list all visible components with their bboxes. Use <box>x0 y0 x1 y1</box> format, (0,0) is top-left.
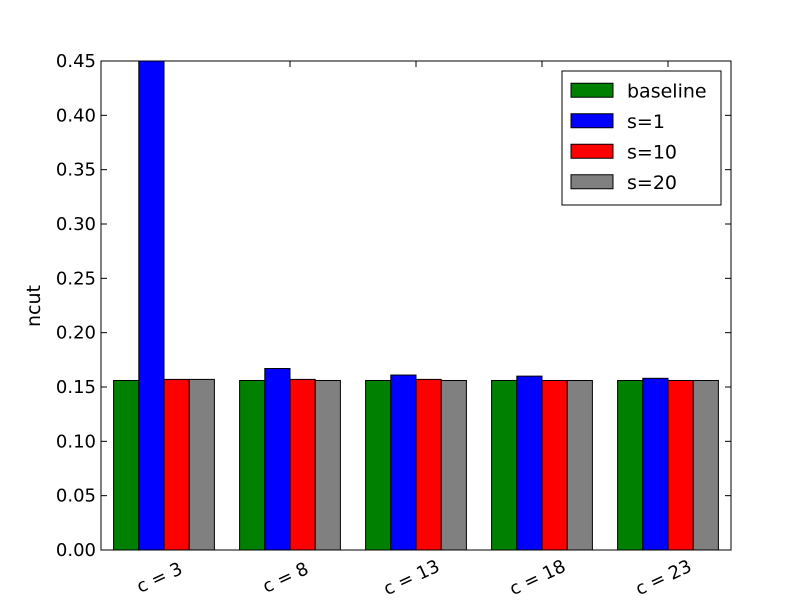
bar-s-20-4 <box>692 379 719 551</box>
y-tick-label: 0.00 <box>56 540 96 561</box>
legend-swatch <box>570 113 614 129</box>
bar-s-1-0 <box>138 60 165 551</box>
y-tick-label: 0.30 <box>56 214 96 235</box>
y-tick-label: 0.05 <box>56 486 96 507</box>
bars-layer <box>113 60 719 551</box>
x-tick-label: c = 13 <box>380 556 443 600</box>
bar-s-20-2 <box>440 379 467 551</box>
bar-baseline-0 <box>113 379 140 551</box>
bar-s-20-3 <box>566 379 593 551</box>
bar-s-10-4 <box>667 379 694 551</box>
bar-baseline-2 <box>365 379 392 551</box>
bar-s-10-2 <box>415 378 442 551</box>
x-tick-label: c = 23 <box>632 556 695 600</box>
bar-s-1-3 <box>516 375 543 551</box>
bar-baseline-1 <box>239 379 266 551</box>
y-axis: 0.00 0.05 0.10 0.15 0.20 0.25 0.30 0.35 0.40 0.45 <box>56 51 731 561</box>
bar-baseline-3 <box>491 379 518 551</box>
bar-s-1-4 <box>642 377 669 551</box>
x-tick-label: c = 18 <box>506 556 569 600</box>
y-tick-label: 0.25 <box>56 268 96 289</box>
bar-baseline-4 <box>617 379 644 551</box>
bar-s-1-2 <box>390 374 417 551</box>
y-tick-label: 0.45 <box>56 51 96 72</box>
x-tick-label: c = 3 <box>134 558 186 597</box>
y-tick-label: 0.10 <box>56 431 96 452</box>
legend-label: s=20 <box>627 172 677 194</box>
bar-s-10-3 <box>541 379 568 551</box>
bar-s-1-1 <box>264 368 291 551</box>
legend-swatch <box>570 82 614 98</box>
legend-swatch <box>570 143 614 159</box>
y-tick-label: 0.35 <box>56 160 96 181</box>
legend-label: baseline <box>627 80 707 102</box>
legend-label: s=1 <box>627 111 665 133</box>
legend-swatch <box>570 174 614 190</box>
legend: baseline s=1 s=10 s=20 <box>561 70 722 206</box>
y-tick-label: 0.15 <box>56 377 96 398</box>
bar-s-20-1 <box>314 379 341 551</box>
x-tick-label: c = 8 <box>260 558 312 597</box>
bar-s-20-0 <box>188 378 215 551</box>
y-tick-label: 0.20 <box>56 323 96 344</box>
legend-label: s=10 <box>627 141 677 163</box>
y-tick-label: 0.40 <box>56 105 96 126</box>
y-axis-label: ncut <box>23 285 45 327</box>
bar-s-10-0 <box>163 378 190 551</box>
bar-s-10-1 <box>289 378 316 551</box>
